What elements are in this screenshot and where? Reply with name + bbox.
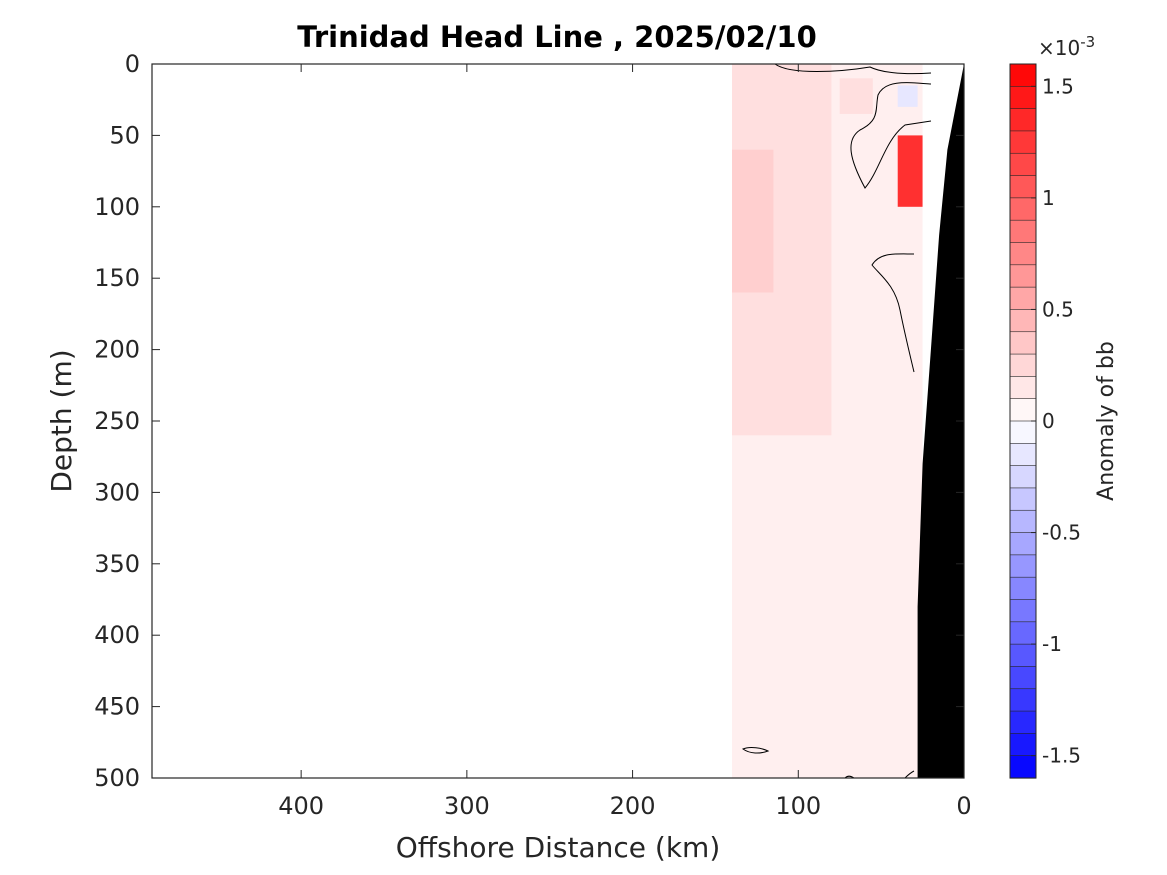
colorbar-step	[1009, 420, 1037, 444]
contour-line	[904, 770, 915, 778]
x-tick-label: 200	[610, 792, 656, 820]
y-tick-label: 350	[94, 550, 140, 578]
colorbar-step	[1009, 353, 1037, 377]
colorbar-step	[1009, 487, 1037, 511]
y-tick-label: 0	[125, 50, 140, 78]
x-tick-label: 300	[444, 792, 490, 820]
anomaly-region	[897, 135, 923, 207]
y-tick-label: 200	[94, 336, 140, 364]
x-axis: 400 300 200 100 0	[278, 64, 972, 820]
colorbar-step	[1009, 554, 1037, 578]
colorbar-multiplier-exponent: -3	[1080, 33, 1095, 51]
colorbar-tick-label: -0.5	[1042, 521, 1081, 545]
colorbar-step	[1009, 733, 1037, 757]
colorbar-multiplier: ×10-3	[1038, 33, 1095, 60]
x-tick-label: 400	[278, 792, 324, 820]
colorbar-ticks: 1.5 1 0.5 0 -0.5 -1 -1.5	[1031, 74, 1081, 768]
colorbar-step	[1009, 666, 1037, 690]
colorbar-step	[1009, 465, 1037, 489]
colorbar-step	[1009, 152, 1037, 177]
colorbar-step	[1009, 108, 1037, 132]
colorbar: 1.5 1 0.5 0 -0.5 -1 -1.5 ×10-3 Anomaly of bb	[1009, 33, 1119, 779]
y-axis: 0 50 100 150 200 250 300 350 400 450 500	[94, 50, 964, 792]
y-tick-label: 450	[94, 693, 140, 721]
colorbar-label: Anomaly of bb	[1094, 341, 1119, 501]
colorbar-step	[1009, 264, 1037, 288]
colorbar-step	[1009, 710, 1037, 734]
colorbar-tick-label: 0.5	[1042, 297, 1074, 321]
contour-line	[741, 747, 770, 754]
anomaly-region	[839, 78, 873, 114]
colorbar-step	[1009, 86, 1037, 110]
colorbar-step	[1009, 130, 1037, 154]
plot-area	[151, 63, 965, 779]
y-tick-label: 300	[94, 478, 140, 506]
colorbar-step	[1009, 376, 1037, 400]
y-axis-label: Depth (m)	[45, 349, 78, 492]
colorbar-step	[1009, 175, 1037, 199]
colorbar-step	[1009, 576, 1037, 601]
colorbar-tick-label: -1.5	[1042, 744, 1081, 768]
y-tick-label: 500	[94, 764, 140, 792]
colorbar-step	[1009, 197, 1037, 221]
colorbar-step	[1009, 509, 1037, 534]
colorbar-step	[1009, 331, 1037, 355]
y-tick-label: 150	[94, 264, 140, 292]
colorbar-step	[1009, 532, 1037, 556]
y-tick-label: 50	[109, 121, 140, 149]
colorbar-tick-label: 0	[1042, 409, 1055, 433]
colorbar-step	[1009, 219, 1037, 244]
bathymetry-mask	[917, 64, 964, 778]
colorbar-tick-label: 1.5	[1042, 74, 1074, 98]
colorbar-step	[1009, 599, 1037, 623]
contour-line	[850, 82, 932, 189]
colorbar-step	[1009, 242, 1037, 266]
colorbar-step	[1009, 755, 1037, 779]
anomaly-region	[897, 85, 918, 107]
x-tick-label: 100	[775, 792, 821, 820]
colorbar-step	[1009, 688, 1037, 712]
colorbar-step	[1009, 621, 1037, 645]
colorbar-step	[1009, 643, 1037, 668]
colorbar-step	[1009, 398, 1037, 422]
colorbar-step	[1009, 309, 1037, 333]
chart-title: Trinidad Head Line , 2025/02/10	[297, 20, 817, 54]
contour-line	[774, 64, 932, 75]
colorbar-step	[1009, 443, 1037, 467]
colorbar-step	[1009, 63, 1037, 87]
y-tick-label: 400	[94, 621, 140, 649]
x-tick-label: 0	[956, 792, 971, 820]
y-tick-label: 250	[94, 407, 140, 435]
anomaly-region	[732, 149, 774, 293]
contour-line	[871, 253, 915, 373]
colorbar-tick-label: -1	[1042, 632, 1062, 656]
x-axis-label: Offshore Distance (km)	[396, 831, 721, 864]
contour-lines	[741, 64, 932, 778]
y-tick-label: 100	[94, 193, 140, 221]
colorbar-multiplier-base: ×10	[1038, 36, 1080, 60]
colorbar-tick-label: 1	[1042, 186, 1055, 210]
anomaly-field	[732, 64, 923, 778]
colorbar-step	[1009, 286, 1037, 311]
